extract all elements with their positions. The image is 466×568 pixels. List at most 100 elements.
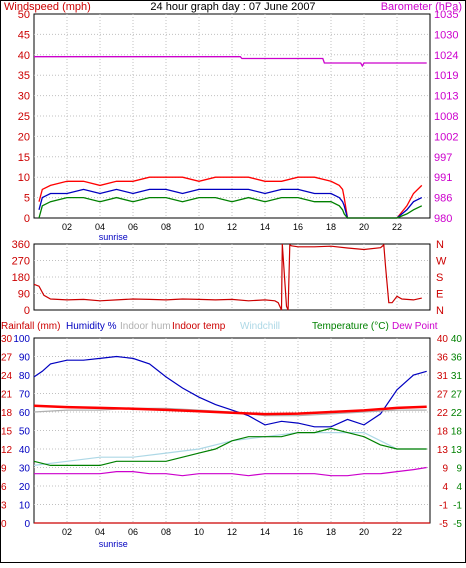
panel3-ytick-humidity: 70 [19,390,31,401]
panel1-y2tick-label: 986 [434,193,452,205]
panel1-y2tick-label: 1024 [434,50,458,62]
panel1-ytick-label: 20 [18,131,30,143]
panel1-y2tick-label: 980 [434,213,452,225]
panel3-ytick-temp: 4 [442,482,448,493]
panel1-ylabel: Windspeed (mph) [4,1,91,13]
panel3-ytick-humidity: 50 [19,427,31,438]
panel2-ytick-label: 180 [12,272,30,284]
panel3-ytick-temp2: 4 [456,482,462,493]
panel3-ytick-temp2: 18 [451,427,463,438]
panel3-xtick-label: 08 [161,527,171,537]
panel3-xtick-label: 12 [227,527,237,537]
panel1-xtick-label: 18 [326,222,336,232]
panel1-ytick-label: 0 [24,213,30,225]
panel3-ytick-humidity: 0 [24,519,30,530]
panel3-ytick-temp: -5 [439,519,448,530]
panel1-xtick-label: 20 [359,222,369,232]
panel1-y2label: Barometer (hPa) [381,1,462,13]
panel3-ytick-temp2: 9 [456,464,462,475]
panel3-label-indoor-temp: Indoor temp [172,321,226,332]
panel3-label-rainfall: Rainfall (mm) [1,321,60,332]
panel1-y2tick-label: 1030 [434,29,458,41]
panel1-ytick-label: 10 [18,172,30,184]
panel2-ytick-label: 360 [12,239,30,251]
panel2-compass-label: N [436,305,444,317]
panel3-xtick-label: 18 [326,527,336,537]
panel1-ytick-label: 50 [18,9,30,21]
panel3-ytick-temp: 9 [442,464,448,475]
panel1-xtick-label: 22 [392,222,402,232]
panel3-ytick-humidity: 60 [19,408,31,419]
panel2-compass-label: W [436,256,447,268]
panel3-ytick-rainfall: 12 [1,445,13,456]
panel1-xtick-label: 10 [194,222,204,232]
panel1-title: 24 hour graph day : 07 June 2007 [150,1,315,13]
panel3-ytick-humidity: 40 [19,445,31,456]
panel1-y2tick-label: 1008 [434,111,458,123]
panel1-ytick-label: 5 [24,193,30,205]
panel2-compass-label: E [436,289,443,301]
panel3-label-temperature: Temperature (°C) [312,321,389,332]
panel3-xtick-label: 10 [194,527,204,537]
panel3-series-line-3 [33,404,427,416]
panel3-ytick-temp2: 27 [451,390,463,401]
panel3-xtick-label: 16 [293,527,303,537]
panel2-ytick-label: 90 [18,289,30,301]
panel1-xtick-label: 06 [128,222,138,232]
panel3-ytick-temp: 31 [437,371,449,382]
panel3-ytick-humidity: 90 [19,353,31,364]
panel1-ytick-label: 40 [18,50,30,62]
panel3-ytick-temp2: 31 [451,371,463,382]
panel1-ytick-label: 25 [18,111,30,123]
panel1-xtick-label: 02 [62,222,72,232]
panel2-ytick-label: 270 [12,256,30,268]
panel1-xtick-label: 08 [161,222,171,232]
panel2-compass-label: N [436,239,444,251]
panel3-xtick-label: 06 [128,527,138,537]
panel3-label-humidity: Humidity % [66,321,117,332]
panel3-xtick-label: 20 [359,527,369,537]
panel3-ytick-temp2: 40 [451,334,463,345]
panel1-ytick-label: 15 [18,152,30,164]
panel1-series-line-2 [38,196,423,219]
panel1-sunrise-label: sunrise [99,232,128,242]
panel3-ytick-rainfall: 27 [1,353,13,364]
panel3-ytick-temp: 40 [437,334,449,345]
panel2-compass-label: S [436,272,443,284]
panel3-ytick-temp2: 36 [451,353,463,364]
panel2-ytick-label: 0 [24,305,30,317]
panel3-ytick-humidity: 80 [19,371,31,382]
panel3-ytick-rainfall: 0 [1,519,7,530]
panel1-ytick-label: 35 [18,70,30,82]
panel3-xtick-label: 04 [95,527,105,537]
panel2-series-line-0 [33,243,422,311]
panel1-ytick-label: 30 [18,91,30,103]
panel1-y2tick-label: 997 [434,152,452,164]
panel3-ytick-temp2: 13 [451,445,463,456]
panel1-y2tick-label: 1002 [434,131,458,143]
panel3-ytick-rainfall: 30 [1,334,13,345]
panel3-ytick-humidity: 100 [13,334,30,345]
panel3-ytick-rainfall: 3 [1,501,7,512]
panel1-xtick-label: 04 [95,222,105,232]
panel3-sunrise-label: sunrise [99,539,128,549]
panel3-ytick-rainfall: 21 [1,390,13,401]
panel3-ytick-temp: 13 [437,445,449,456]
panel3-ytick-humidity: 20 [19,482,31,493]
panel1-xtick-label: 14 [260,222,270,232]
panel3-ytick-temp: 27 [437,390,449,401]
panel3-ytick-temp: 18 [437,427,449,438]
panel3-ytick-rainfall: 24 [1,371,13,382]
panel3-label-dewpoint: Dew Point [392,321,438,332]
panel1-y2tick-label: 1019 [434,70,458,82]
panel3-ytick-temp2: 22 [451,408,463,419]
panel1-ytick-label: 45 [18,29,30,41]
panel3-series-line-1 [33,355,427,428]
panel3-ytick-rainfall: 6 [1,482,7,493]
panel3-ytick-temp2: -5 [453,519,462,530]
panel1-y2tick-label: 1013 [434,91,458,103]
panel1-y2tick-label: 1035 [434,9,458,21]
panel1-xtick-label: 16 [293,222,303,232]
panel3-xtick-label: 14 [260,527,270,537]
